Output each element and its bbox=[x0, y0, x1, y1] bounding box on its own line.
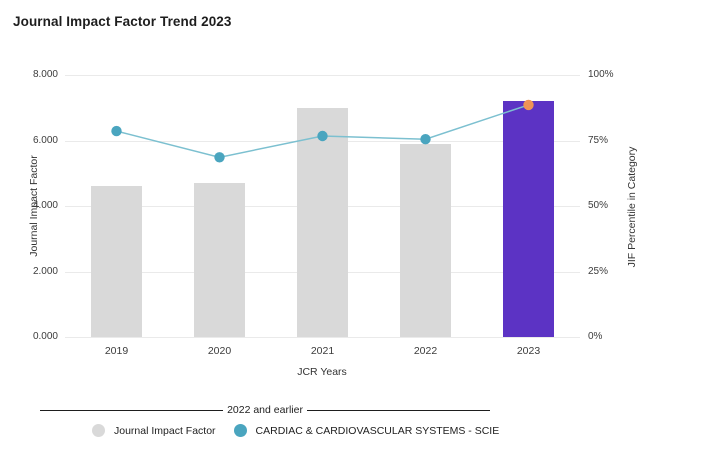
left-axis-tick-0.000: 0.000 bbox=[32, 331, 58, 342]
x-axis-tick-2022: 2022 bbox=[413, 345, 438, 357]
x-axis-tick-2021: 2021 bbox=[310, 345, 335, 357]
percentile-point-2019[interactable] bbox=[111, 125, 122, 137]
left-axis-tick-4.000: 4.000 bbox=[32, 200, 58, 211]
annotation-label: 2022 and earlier bbox=[227, 404, 303, 416]
legend-dot-gray-icon bbox=[92, 424, 105, 437]
bar-2022[interactable] bbox=[400, 143, 451, 337]
right-axis-tick-50%: 50% bbox=[588, 200, 609, 211]
legend-label: CARDIAC & CARDIOVASCULAR SYSTEMS - SCIE bbox=[255, 424, 500, 437]
legend-dot-teal-icon bbox=[233, 424, 247, 437]
legend: Journal Impact Factor CARDIAC & CARDIOVA… bbox=[92, 424, 517, 437]
gridline bbox=[65, 75, 580, 76]
x-axis-title: JCR Years bbox=[297, 366, 347, 378]
percentile-point-2020[interactable] bbox=[214, 152, 225, 163]
left-axis-tick-6.000: 6.000 bbox=[32, 134, 58, 146]
percentile-point-2023[interactable] bbox=[523, 99, 534, 111]
x-axis-tick-2019: 2019 bbox=[104, 345, 129, 357]
right-axis-tick-0%: 0% bbox=[588, 331, 603, 342]
gridline bbox=[65, 337, 580, 338]
bar-2021[interactable] bbox=[297, 107, 348, 337]
x-axis-tick-2020: 2020 bbox=[207, 345, 232, 357]
percentile-line-layer bbox=[111, 99, 534, 163]
x-axis-tick-2023: 2023 bbox=[516, 345, 541, 357]
right-axis-tick-25%: 25% bbox=[588, 265, 609, 277]
left-axis-tick-2.000: 2.000 bbox=[32, 265, 58, 277]
percentile-point-2021[interactable] bbox=[317, 130, 328, 142]
bar-2019[interactable] bbox=[91, 186, 142, 337]
annotation-rule-right bbox=[306, 409, 491, 411]
chart-title: Journal Impact Factor Trend 2023 bbox=[13, 14, 232, 29]
bar-2020[interactable] bbox=[194, 183, 245, 337]
legend-item-journal-impact-factor[interactable]: Journal Impact Factor bbox=[92, 424, 216, 437]
legend-item-category-scie[interactable]: CARDIAC & CARDIOVASCULAR SYSTEMS - SCIE bbox=[233, 424, 500, 437]
right-axis-tick-100%: 100% bbox=[588, 69, 614, 80]
annotation-rule-left bbox=[40, 409, 224, 411]
percentile-point-2022[interactable] bbox=[420, 134, 431, 145]
bar-2023[interactable] bbox=[503, 101, 554, 337]
right-axis-tick-75%: 75% bbox=[588, 134, 609, 146]
left-axis-tick-8.000: 8.000 bbox=[32, 69, 58, 80]
legend-label: Journal Impact Factor bbox=[114, 424, 216, 437]
annotation-2022-and-earlier: 2022 and earlier bbox=[40, 404, 491, 416]
